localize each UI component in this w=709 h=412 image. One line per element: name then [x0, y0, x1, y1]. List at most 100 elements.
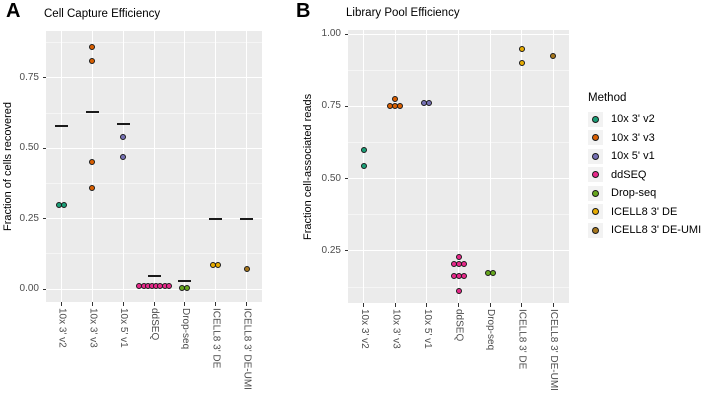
data-point: [60, 201, 67, 208]
legend-item-label: ddSEQ: [611, 168, 647, 181]
data-point: [455, 253, 462, 260]
legend-key: [588, 222, 603, 238]
data-point: [243, 266, 250, 273]
y-tick-label: 0.00: [19, 283, 39, 295]
y-tick-mark: [42, 147, 46, 149]
data-point: [120, 134, 127, 141]
x-tick-label: ICELL8 3' DE: [210, 308, 222, 369]
mean-line: [85, 110, 99, 113]
y-tick-label: 0.75: [321, 100, 341, 112]
legend: Method 10x 3' v2 10x 3' v3 10x 5' v1 ddSEQ D…: [588, 92, 701, 240]
panel-b-letter: B: [296, 0, 311, 22]
data-point: [518, 45, 525, 52]
y-tick-mark: [42, 77, 46, 79]
mean-line: [116, 123, 130, 126]
legend-point-icon: [592, 208, 599, 216]
x-tick-mark: [122, 302, 124, 306]
x-tick-mark: [184, 302, 186, 306]
x-tick-label: ICELL8 3' DE: [516, 309, 528, 370]
y-tick-label: 0.75: [19, 71, 39, 83]
y-tick-mark: [344, 250, 348, 252]
legend-item-label: ICELL8 3' DE: [611, 205, 678, 218]
legend-point-icon: [592, 171, 599, 179]
legend-item-label: 10x 3' v3: [611, 131, 655, 144]
y-tick-label: 1.00: [321, 28, 341, 40]
x-tick-mark: [394, 303, 396, 307]
vertical-gridline: [153, 31, 155, 302]
data-point: [397, 103, 404, 110]
mean-line: [178, 280, 192, 283]
legend-item: 10x 3' v2: [588, 110, 701, 129]
legend-item: 10x 3' v3: [588, 129, 701, 148]
legend-key: [588, 185, 603, 201]
data-point: [392, 96, 399, 103]
legend-item: Drop-seq: [588, 184, 701, 203]
data-point: [360, 162, 367, 169]
vertical-gridline: [458, 30, 459, 303]
x-tick-label: ICELL8 3' DE-UMI: [548, 309, 560, 391]
x-tick-label: 10x 3' v3: [390, 309, 402, 349]
x-tick-label: 10x 5' v1: [118, 308, 130, 348]
legend-key: [588, 130, 603, 146]
x-tick-mark: [60, 302, 62, 306]
data-point: [165, 283, 172, 290]
vertical-gridline: [552, 30, 554, 303]
y-tick-label: 0.50: [321, 172, 341, 184]
legend-item: ICELL8 3' DE: [588, 203, 701, 222]
x-tick-mark: [521, 303, 523, 307]
y-tick-mark: [344, 105, 348, 107]
x-tick-label: Drop-seq: [179, 308, 191, 350]
legend-item-label: ICELL8 3' DE-UMI: [611, 224, 702, 237]
x-tick-label: Drop-seq: [485, 309, 497, 351]
mean-line: [209, 217, 223, 220]
x-tick-mark: [246, 302, 248, 306]
mean-line: [240, 217, 254, 220]
legend-point-icon: [592, 226, 599, 234]
mean-line: [147, 274, 161, 277]
legend-point-icon: [592, 115, 599, 123]
vertical-gridline: [91, 31, 93, 302]
data-point: [518, 59, 525, 66]
y-tick-mark: [42, 288, 46, 290]
y-tick-label: 0.50: [19, 142, 39, 154]
vertical-gridline: [60, 31, 62, 302]
data-point: [460, 272, 467, 279]
data-point: [426, 100, 433, 107]
data-point: [489, 269, 496, 276]
x-tick-mark: [552, 303, 554, 307]
data-point: [89, 44, 96, 51]
legend-items: 10x 3' v2 10x 3' v3 10x 5' v1 ddSEQ Drop-seq…: [588, 110, 701, 240]
legend-item: ICELL8 3' DE-UMI: [588, 221, 701, 240]
vertical-gridline: [215, 31, 217, 302]
data-point: [120, 153, 127, 160]
data-point: [550, 52, 557, 59]
legend-title: Method: [588, 92, 627, 104]
vertical-gridline: [521, 30, 523, 303]
panel-a-letter: A: [6, 0, 21, 22]
data-point: [89, 184, 96, 191]
data-point: [184, 284, 191, 291]
y-tick-mark: [42, 218, 46, 220]
legend-point-icon: [592, 152, 599, 160]
data-point: [360, 146, 367, 153]
x-tick-label: 10x 3' v2: [56, 308, 68, 348]
legend-item: ddSEQ: [588, 166, 701, 185]
y-tick-mark: [344, 33, 348, 35]
x-tick-label: 10x 5' v1: [421, 309, 433, 349]
legend-point-icon: [592, 134, 599, 142]
x-tick-mark: [153, 302, 155, 306]
x-tick-mark: [91, 302, 93, 306]
mean-line: [54, 124, 68, 127]
panel-b-title: Library Pool Efficiency: [346, 7, 460, 19]
panel-a-title: Cell Capture Efficiency: [44, 8, 161, 20]
legend-key: [588, 204, 603, 220]
x-tick-label: ICELL8 3' DE-UMI: [241, 308, 253, 390]
x-tick-label: ddSEQ: [453, 309, 465, 342]
data-point: [89, 58, 96, 65]
vertical-gridline: [394, 30, 396, 303]
x-tick-label: ddSEQ: [149, 308, 160, 341]
panel-b-y-axis-label: Fraction cell-associated reads: [302, 93, 314, 240]
y-tick-label: 0.25: [321, 244, 341, 256]
x-tick-mark: [215, 302, 217, 306]
